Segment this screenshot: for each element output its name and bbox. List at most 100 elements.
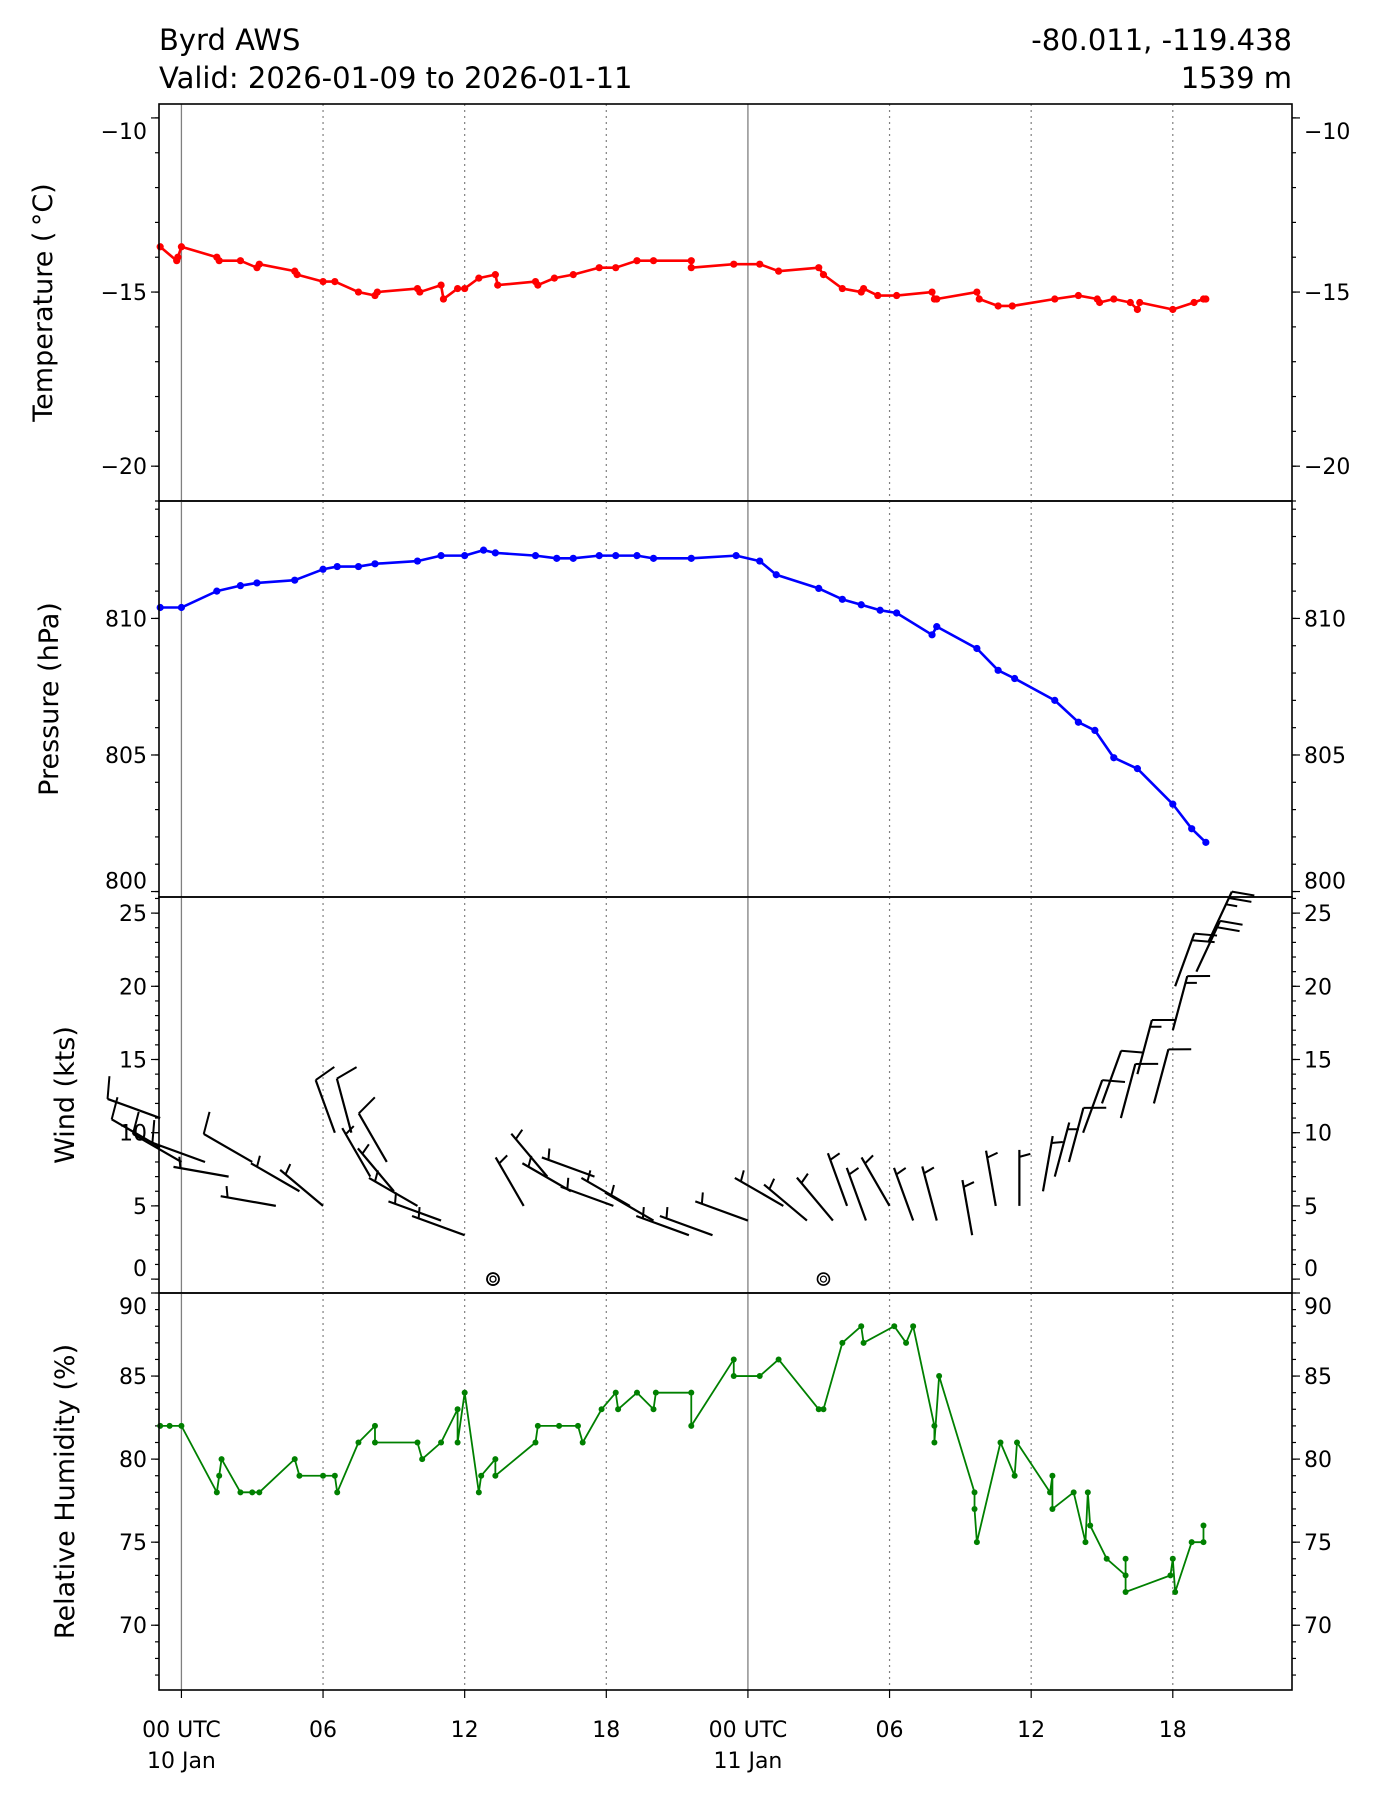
wind-barb-full bbox=[152, 1120, 154, 1143]
wind-barb-full bbox=[108, 1076, 110, 1099]
wind-barb bbox=[922, 1166, 936, 1220]
wind-barb-half bbox=[1226, 904, 1237, 906]
pressure-point bbox=[414, 557, 421, 564]
temperature-point bbox=[256, 261, 263, 268]
y-tick-label-right: 10 bbox=[1304, 1122, 1332, 1147]
temperature-point bbox=[650, 257, 657, 264]
wind-calm-marker-inner bbox=[820, 1276, 826, 1282]
wind-barb bbox=[511, 1130, 547, 1177]
relative_humidity-point bbox=[972, 1506, 978, 1512]
x-tick-date-label: 11 Jan bbox=[713, 1749, 782, 1774]
pressure-point bbox=[877, 607, 884, 614]
temperature-axis-label: Temperature ( °C) bbox=[28, 183, 59, 422]
temperature-point bbox=[1096, 299, 1103, 306]
wind-barb-staff bbox=[764, 1185, 807, 1221]
y-tick-label-right: 85 bbox=[1304, 1365, 1332, 1390]
wind-barb bbox=[522, 1156, 570, 1192]
relative_humidity-point bbox=[1172, 1589, 1178, 1595]
wind-barb-staff bbox=[1102, 1051, 1121, 1104]
temperature-point bbox=[355, 288, 362, 295]
temperature-series-line bbox=[160, 247, 1206, 310]
x-tick-label: 12 bbox=[1017, 1718, 1045, 1743]
wind-calm-marker bbox=[487, 1273, 499, 1285]
temperature-point bbox=[874, 292, 881, 299]
relative_humidity-point bbox=[355, 1439, 361, 1445]
wind-barb-half bbox=[419, 1207, 420, 1218]
wind-barb-staff bbox=[695, 1201, 748, 1220]
wind-barb bbox=[986, 1151, 998, 1206]
wind-barb bbox=[316, 1067, 335, 1133]
y-tick-label-left: 810 bbox=[105, 607, 147, 632]
temperature-point bbox=[178, 243, 185, 250]
wind-barb bbox=[605, 1185, 653, 1221]
temperature-point bbox=[237, 257, 244, 264]
x-tick-label: 18 bbox=[592, 1718, 620, 1743]
wind-barb-staff bbox=[1196, 921, 1220, 972]
pressure-point bbox=[933, 623, 940, 630]
temperature-point bbox=[1169, 306, 1176, 313]
relative_humidity-point bbox=[1049, 1473, 1055, 1479]
pressure-point bbox=[291, 577, 298, 584]
wind-barb bbox=[828, 1153, 847, 1206]
relative_humidity-point bbox=[372, 1423, 378, 1429]
wind-barb-full bbox=[204, 1112, 210, 1134]
wind-barb bbox=[962, 1180, 974, 1235]
pressure-point bbox=[995, 667, 1002, 674]
relative_humidity-point bbox=[535, 1423, 541, 1429]
station-elevation: 1539 m bbox=[1181, 61, 1292, 95]
relative_humidity-point bbox=[1167, 1572, 1173, 1578]
relative_humidity-point bbox=[256, 1489, 262, 1495]
wind-barb bbox=[1043, 1136, 1063, 1191]
wind-barb bbox=[1019, 1150, 1030, 1206]
temperature-point bbox=[475, 275, 482, 282]
temperature-point bbox=[928, 288, 935, 295]
wind-barb-staff bbox=[1055, 1123, 1069, 1177]
wind-barb bbox=[369, 1170, 417, 1206]
relative_humidity-point bbox=[157, 1423, 163, 1429]
relative_humidity-point bbox=[1123, 1556, 1129, 1562]
wind-barb-staff bbox=[1043, 1136, 1053, 1191]
relative_humidity-point bbox=[858, 1323, 864, 1329]
temperature-point bbox=[612, 264, 619, 271]
wind-barb bbox=[636, 1207, 689, 1235]
y-tick-label-right: 20 bbox=[1304, 975, 1332, 1000]
wind-barb-staff bbox=[660, 1216, 713, 1235]
temperature-point bbox=[688, 257, 695, 264]
temperature-point bbox=[534, 281, 541, 288]
relative_humidity-point bbox=[820, 1406, 826, 1412]
pressure-axis-label: Pressure (hPa) bbox=[34, 602, 65, 796]
wind-barb bbox=[1055, 1123, 1079, 1177]
y-tick-label-right: 80 bbox=[1304, 1448, 1332, 1473]
relative_humidity-point bbox=[634, 1390, 640, 1396]
y-tick-label-left: 75 bbox=[119, 1531, 147, 1556]
wind-barb-half bbox=[286, 1164, 291, 1174]
y-tick-label-left: −20 bbox=[101, 455, 147, 480]
temperature-point bbox=[374, 288, 381, 295]
wind-barb-half bbox=[528, 1156, 531, 1167]
wind-barb-staff bbox=[542, 1157, 595, 1176]
wind-barb-half bbox=[964, 1182, 974, 1187]
relative_humidity-axis-label: Relative Humidity (%) bbox=[50, 1344, 81, 1639]
pressure-point bbox=[633, 552, 640, 559]
temperature-point bbox=[1136, 299, 1143, 306]
temperature-point bbox=[1051, 295, 1058, 302]
pressure-point bbox=[650, 555, 657, 562]
temperature-point bbox=[216, 257, 223, 264]
wind-barb-full bbox=[1217, 927, 1239, 931]
wind-barb bbox=[1121, 1064, 1158, 1118]
relative_humidity-point bbox=[1123, 1589, 1129, 1595]
relative_humidity-point bbox=[903, 1340, 909, 1346]
wind-barb-staff bbox=[828, 1153, 847, 1206]
temperature-point bbox=[756, 261, 763, 268]
relative_humidity-point bbox=[462, 1390, 468, 1396]
temperature-point bbox=[416, 288, 423, 295]
wind-barb-half bbox=[987, 1153, 997, 1158]
relative_humidity-point bbox=[580, 1439, 586, 1445]
pressure-point bbox=[1188, 825, 1195, 832]
relative_humidity-series-line bbox=[160, 1326, 1203, 1592]
wind-barb bbox=[496, 1155, 524, 1206]
relative_humidity-point bbox=[1049, 1506, 1055, 1512]
wind-barb-staff bbox=[986, 1151, 996, 1206]
pressure-point bbox=[1110, 754, 1117, 761]
